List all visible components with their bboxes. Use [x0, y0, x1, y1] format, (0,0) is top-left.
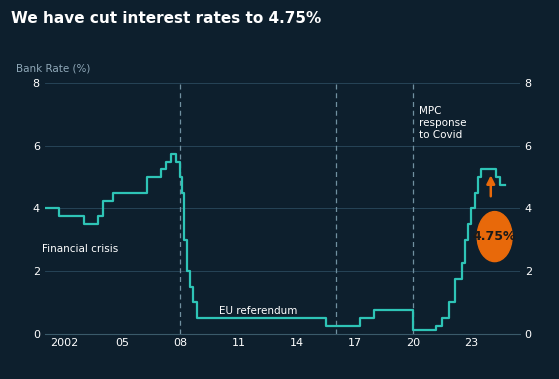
Ellipse shape — [477, 211, 512, 262]
Text: 4.75%: 4.75% — [473, 230, 517, 243]
Text: MPC
response
to Covid: MPC response to Covid — [419, 106, 467, 140]
Text: Bank Rate (%): Bank Rate (%) — [16, 63, 91, 74]
Text: Financial crisis: Financial crisis — [42, 244, 119, 254]
Text: We have cut interest rates to 4.75%: We have cut interest rates to 4.75% — [11, 11, 321, 27]
Text: EU referendum: EU referendum — [219, 306, 297, 316]
